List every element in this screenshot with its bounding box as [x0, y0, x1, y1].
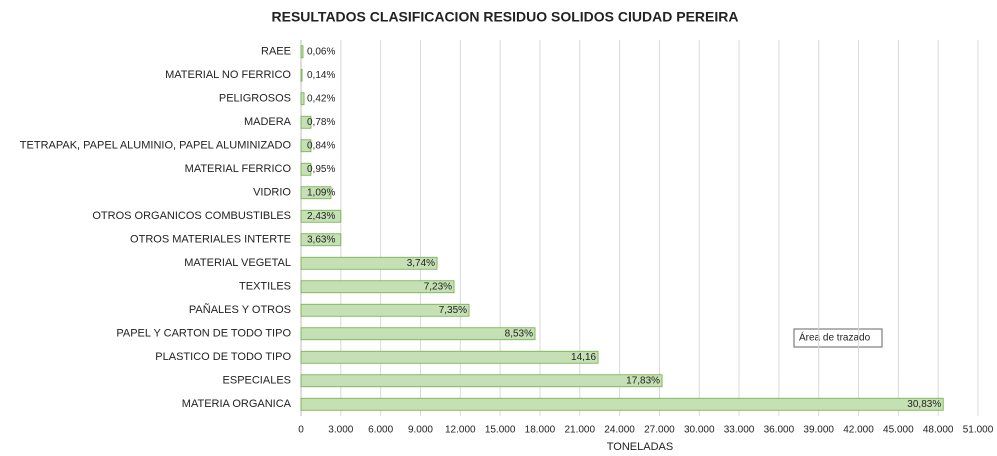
y-tick-label: PAÑALES Y OTROS: [189, 303, 291, 316]
x-tick-label: 30.000: [684, 425, 715, 436]
bar: [300, 186, 332, 200]
y-tick-label: PELIGROSOS: [219, 93, 291, 105]
value-label: 1,09%: [307, 187, 335, 198]
x-tick-label: 42.000: [843, 425, 874, 436]
x-tick-label: 9.000: [408, 425, 433, 436]
x-tick-label: 39.000: [803, 425, 834, 436]
value-label: 7,23%: [424, 281, 452, 292]
x-tick-label: 27.000: [644, 425, 675, 436]
bar: [300, 92, 305, 106]
y-tick-label: MATERIAL FERRICO: [185, 163, 292, 175]
value-label: 7,35%: [439, 305, 467, 316]
y-tick-label: TEXTILES: [239, 281, 291, 293]
y-tick-label: PAPEL Y CARTON DE TODO TIPO: [116, 328, 291, 340]
bar: [300, 374, 663, 388]
x-tick-label: 12.000: [445, 425, 476, 436]
y-tick-label: MATERIAL NO FERRICO: [165, 69, 291, 81]
value-label: 0,14%: [307, 70, 335, 81]
value-label: 30,83%: [907, 399, 941, 410]
x-tick-label: 48.000: [923, 425, 954, 436]
x-tick-label: 45.000: [883, 425, 914, 436]
value-label: 0,95%: [307, 164, 335, 175]
y-tick-label: PLASTICO DE TODO TIPO: [155, 351, 291, 363]
chart-title: RESULTADOS CLASIFICACION RESIDUO SOLIDOS…: [272, 9, 739, 25]
bar: [300, 115, 312, 129]
bar: [300, 162, 312, 176]
y-tick-label: OTROS MATERIALES INTERTE: [130, 234, 291, 246]
bar: [300, 256, 438, 270]
y-tick-label: ESPECIALES: [223, 375, 291, 387]
tooltip-box: [793, 328, 883, 348]
bar: [300, 45, 304, 59]
value-label: 0,42%: [307, 93, 335, 104]
value-label: 14,16: [571, 352, 596, 363]
x-tick-label: 18.000: [525, 425, 556, 436]
value-label: 2,43%: [307, 211, 335, 222]
bar: [300, 327, 536, 341]
x-tick-label: 15.000: [485, 425, 516, 436]
y-tick-label: MATERIA ORGANICA: [182, 398, 292, 410]
bar: [300, 68, 303, 82]
tooltip-text: Área de trazado: [799, 331, 871, 344]
bar: [300, 397, 944, 411]
y-tick-label: MADERA: [244, 116, 292, 128]
x-tick-label: 21.000: [564, 425, 595, 436]
x-tick-label: 24.000: [604, 425, 635, 436]
value-label: 0,78%: [307, 117, 335, 128]
x-tick-label: 0: [298, 425, 304, 436]
bar: [300, 139, 312, 153]
y-tick-label: RAEE: [261, 46, 291, 58]
value-label: 17,83%: [626, 375, 660, 386]
bar: [300, 303, 470, 317]
x-tick-label: 3.000: [328, 425, 353, 436]
bar: [300, 280, 455, 294]
value-label: 0,06%: [307, 46, 335, 57]
y-tick-label: VIDRIO: [253, 187, 291, 199]
x-axis-label: TONELADAS: [607, 441, 673, 453]
y-tick-label: OTROS ORGANICOS COMBUSTIBLES: [92, 210, 291, 222]
y-tick-label: TETRAPAK, PAPEL ALUMINIO, PAPEL ALUMINIZ…: [20, 140, 292, 152]
x-tick-label: 6.000: [368, 425, 393, 436]
y-tick-label: MATERIAL VEGETAL: [184, 257, 291, 269]
x-tick-label: 33.000: [724, 425, 755, 436]
bar: [300, 350, 599, 364]
value-label: 3,74%: [407, 258, 435, 269]
x-tick-label: 51.000: [963, 425, 994, 436]
bar: [300, 209, 342, 223]
bar: [300, 233, 342, 247]
value-label: 3,63%: [307, 234, 335, 245]
value-label: 0,84%: [307, 140, 335, 151]
value-label: 8,53%: [505, 328, 533, 339]
x-tick-label: 36.000: [764, 425, 795, 436]
